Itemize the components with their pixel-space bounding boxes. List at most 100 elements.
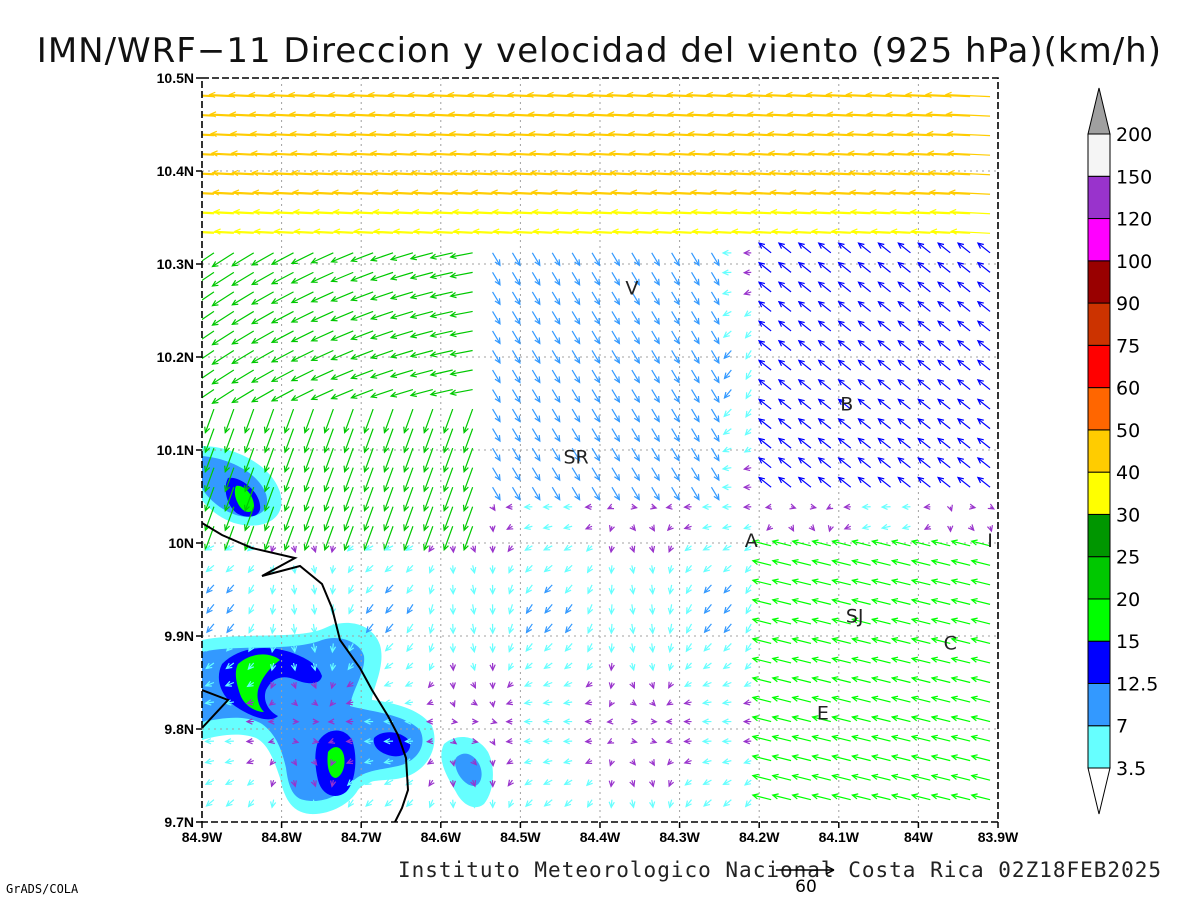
- wind-vector: [202, 271, 215, 282]
- wind-vector-head: [333, 228, 341, 235]
- wind-vector-head: [449, 252, 457, 260]
- wind-vector: [571, 208, 612, 216]
- wind-vector-head: [551, 228, 560, 235]
- wind-vector-head: [766, 111, 774, 118]
- wind-vector-shaft: [551, 311, 561, 325]
- wind-vector-head: [273, 228, 281, 235]
- wind-vector-head: [508, 130, 516, 138]
- wind-vector-head: [210, 150, 218, 157]
- wind-vector-head: [743, 310, 752, 317]
- wind-vector-shaft: [948, 152, 991, 156]
- wind-vector: [571, 330, 581, 345]
- wind-vector-shaft: [292, 172, 334, 176]
- wind-vector: [651, 311, 660, 326]
- wind-vector-shaft: [878, 242, 891, 254]
- wind-vector: [742, 269, 752, 276]
- wind-vector-head: [352, 208, 360, 216]
- wind-vector-shaft: [957, 242, 971, 254]
- wind-vector-head: [708, 169, 717, 177]
- wind-vector: [937, 300, 951, 312]
- wind-vector-shaft: [712, 230, 752, 234]
- wind-vector: [888, 169, 931, 177]
- wind-vector-head: [211, 339, 219, 346]
- wind-vector: [777, 261, 792, 273]
- wind-vector: [430, 169, 473, 177]
- wind-vector: [691, 311, 700, 326]
- wind-vector-shaft: [631, 330, 640, 344]
- wind-vector-shaft: [917, 242, 931, 254]
- wind-vector: [293, 228, 334, 235]
- wind-vector-head: [532, 228, 540, 235]
- wind-vector-head: [428, 111, 436, 118]
- wind-vector-shaft: [871, 230, 911, 234]
- wind-vector: [511, 291, 521, 306]
- wind-vector-shaft: [274, 230, 314, 234]
- wind-vector: [250, 310, 274, 325]
- wind-vector-head: [868, 169, 876, 177]
- wind-vector: [202, 231, 234, 234]
- wind-vector-head: [767, 130, 775, 138]
- wind-vector: [491, 208, 533, 216]
- wind-vector-head: [666, 111, 674, 118]
- wind-vector: [273, 228, 314, 235]
- wind-vector: [857, 281, 872, 293]
- wind-vector-head: [369, 255, 378, 262]
- wind-vector-head: [910, 228, 918, 235]
- wind-vector-shaft: [271, 291, 294, 304]
- wind-vector-head: [729, 189, 737, 196]
- wind-vector-head: [488, 130, 496, 138]
- wind-vector: [270, 271, 294, 285]
- place-label: SR: [563, 447, 588, 469]
- wind-vector: [721, 249, 732, 257]
- wind-vector-shaft: [213, 191, 254, 195]
- wind-vector-head: [897, 300, 905, 308]
- wind-vector: [729, 189, 772, 196]
- wind-vector-head: [470, 189, 479, 196]
- wind-vector-head: [569, 169, 577, 177]
- wind-vector: [947, 169, 991, 177]
- wind-vector: [591, 228, 632, 235]
- wind-vector-head: [713, 259, 720, 267]
- wind-vector-head: [469, 150, 477, 157]
- wind-vector-shaft: [331, 271, 354, 282]
- wind-vector: [351, 189, 394, 196]
- wind-vector-head: [350, 295, 358, 302]
- wind-vector-shaft: [671, 272, 680, 286]
- wind-vector: [927, 169, 971, 177]
- wind-vector-head: [270, 337, 279, 343]
- wind-vector-head: [721, 289, 730, 296]
- wind-vector-shaft: [591, 252, 601, 266]
- wind-vector-shaft: [651, 191, 692, 195]
- wind-vector-head: [797, 242, 805, 249]
- wind-vector-shaft: [798, 281, 812, 293]
- wind-vector-shaft: [950, 211, 991, 215]
- wind-vector-head: [777, 300, 785, 308]
- wind-vector-head: [948, 189, 956, 196]
- wind-vector-head: [570, 189, 578, 196]
- wind-vector-shaft: [232, 291, 255, 306]
- wind-vector: [631, 252, 641, 267]
- wind-vector-shaft: [433, 230, 473, 234]
- wind-vector-head: [388, 111, 396, 118]
- wind-vector: [310, 252, 334, 264]
- wind-vector-head: [887, 150, 895, 157]
- wind-vector: [531, 208, 573, 216]
- wind-vector-head: [693, 278, 700, 286]
- wind-vector: [742, 249, 752, 257]
- wind-vector: [369, 291, 394, 301]
- wind-vector-shaft: [291, 310, 314, 323]
- wind-vector-shaft: [652, 230, 692, 234]
- wind-vector-shaft: [710, 330, 720, 344]
- x-tick-label: 84.6W: [421, 829, 462, 845]
- wind-vector-head: [250, 259, 259, 266]
- wind-vector-shaft: [671, 330, 680, 344]
- wind-vector: [350, 310, 374, 321]
- wind-vector-head: [248, 111, 257, 118]
- wind-vector-head: [450, 169, 458, 177]
- wind-vector-shaft: [390, 271, 414, 280]
- wind-vector-head: [470, 169, 478, 177]
- wind-vector-head: [769, 189, 777, 196]
- wind-vector-head: [730, 208, 738, 216]
- wind-vector-head: [750, 208, 758, 216]
